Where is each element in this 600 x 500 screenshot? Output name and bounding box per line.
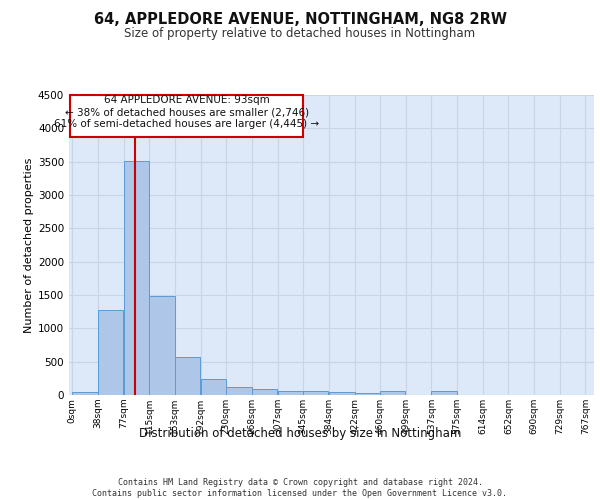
Bar (226, 387, 251, 395)
Bar (98, 310, 123, 395)
Bar (124, 161, 149, 395)
Bar (303, 392, 328, 395)
Bar (175, 357, 200, 395)
Y-axis label: Number of detached properties: Number of detached properties (24, 158, 34, 332)
Bar (329, 392, 355, 395)
Bar (278, 391, 303, 395)
Bar (355, 393, 380, 395)
Text: 61% of semi-detached houses are larger (4,445) →: 61% of semi-detached houses are larger (… (54, 119, 319, 129)
Bar (251, 389, 277, 395)
Text: Size of property relative to detached houses in Nottingham: Size of property relative to detached ho… (124, 28, 476, 40)
Text: 64, APPLEDORE AVENUE, NOTTINGHAM, NG8 2RW: 64, APPLEDORE AVENUE, NOTTINGHAM, NG8 2R… (94, 12, 506, 28)
Text: Contains HM Land Registry data © Crown copyright and database right 2024.
Contai: Contains HM Land Registry data © Crown c… (92, 478, 508, 498)
Bar (73, 392, 98, 395)
Text: 64 APPLEDORE AVENUE: 93sqm: 64 APPLEDORE AVENUE: 93sqm (104, 94, 269, 104)
Bar (70, 95, 303, 137)
Bar (201, 379, 226, 395)
Bar (431, 392, 457, 395)
Bar (380, 392, 406, 395)
Text: Distribution of detached houses by size in Nottingham: Distribution of detached houses by size … (139, 428, 461, 440)
Text: ← 38% of detached houses are smaller (2,746): ← 38% of detached houses are smaller (2,… (65, 107, 309, 117)
Bar (149, 296, 175, 395)
